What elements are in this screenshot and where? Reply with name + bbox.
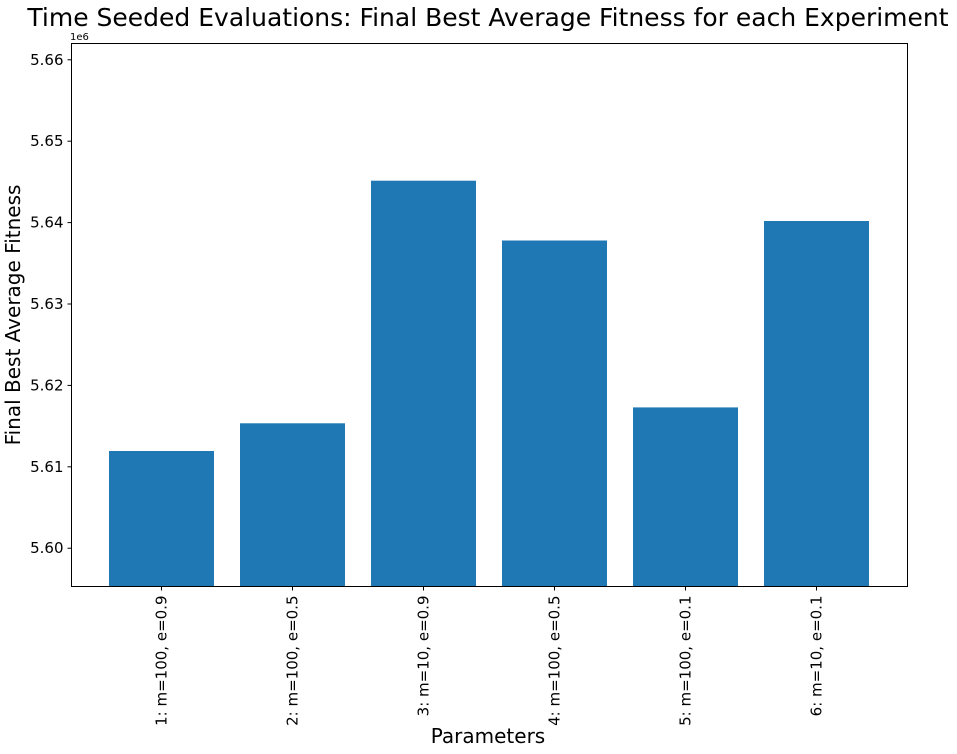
- chart-title: Time Seeded Evaluations: Final Best Aver…: [26, 3, 948, 32]
- y-axis-ticks: 5.60 5.61 5.62 5.63 5.64 5.65 5.66: [30, 51, 72, 557]
- y-tick-label-7: 5.66: [30, 51, 63, 69]
- bar-1: [109, 451, 214, 587]
- y-tick-label-6: 5.65: [30, 132, 63, 150]
- y-tick-label-4: 5.63: [30, 295, 63, 313]
- x-axis-ticks: 1: m=100, e=0.9 2: m=100, e=0.5 3: m=10, e…: [153, 586, 826, 726]
- y-tick-label-5: 5.64: [30, 214, 63, 232]
- bars-group: [109, 180, 869, 587]
- bar-5: [633, 407, 738, 587]
- x-tick-label-3: 3: m=10, e=0.9: [415, 596, 433, 717]
- x-tick-label-4: 4: m=100, e=0.5: [546, 596, 564, 726]
- y-tick-label-1: 5.60: [30, 539, 63, 557]
- bar-6: [764, 221, 869, 587]
- x-tick-label-2: 2: m=100, e=0.5: [284, 596, 302, 726]
- x-tick-label-5: 5: m=100, e=0.1: [677, 596, 695, 726]
- bar-3: [371, 180, 476, 587]
- x-axis-label: Parameters: [431, 724, 545, 748]
- x-tick-label-1: 1: m=100, e=0.9: [153, 596, 171, 726]
- bar-2: [240, 423, 345, 587]
- plot-frame: [71, 43, 908, 587]
- y-tick-label-2: 5.61: [30, 458, 63, 476]
- bar-4: [502, 240, 607, 587]
- y-tick-label-3: 5.62: [30, 376, 63, 394]
- y-axis-label: Final Best Average Fitness: [1, 185, 25, 446]
- y-axis-offset-label: 1e6: [70, 32, 89, 43]
- x-tick-label-6: 6: m=10, e=0.1: [808, 596, 826, 717]
